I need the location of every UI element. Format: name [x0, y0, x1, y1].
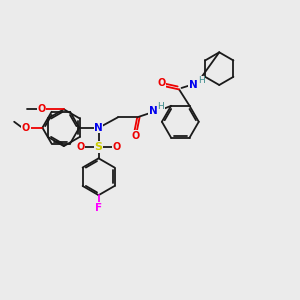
Text: F: F — [95, 203, 102, 213]
Text: N: N — [94, 123, 103, 133]
Text: N: N — [148, 106, 157, 116]
Text: N: N — [189, 80, 198, 90]
Text: H: H — [198, 76, 205, 85]
Text: O: O — [76, 142, 85, 152]
Text: O: O — [157, 78, 165, 88]
Text: H: H — [158, 102, 164, 111]
Text: O: O — [38, 104, 46, 114]
Text: O: O — [112, 142, 121, 152]
Text: S: S — [94, 142, 103, 152]
Text: O: O — [22, 123, 30, 133]
Text: O: O — [132, 131, 140, 141]
